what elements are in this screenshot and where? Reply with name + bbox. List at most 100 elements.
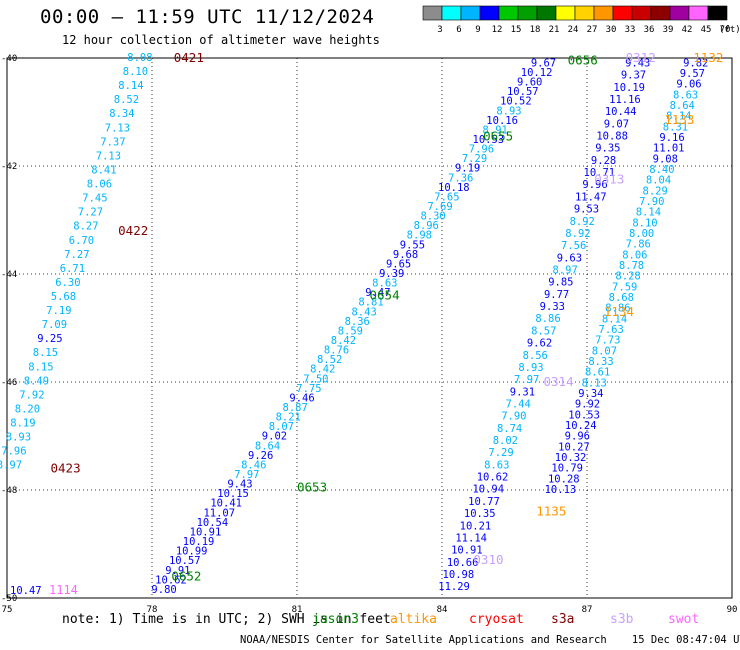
swh-value: 8.28 [615, 271, 640, 283]
swh-value: 7.73 [595, 335, 620, 347]
swh-value: 8.97 [552, 264, 577, 276]
swh-value: 8.33 [588, 356, 613, 368]
swh-value: 8.21 [276, 412, 301, 424]
legend-label: 18 [530, 25, 541, 35]
swh-value: 9.19 [455, 163, 480, 175]
swh-value: 7.63 [599, 324, 624, 336]
legend-altika: altika [390, 612, 437, 627]
swh-value: 8.97 [0, 460, 22, 472]
swh-value: 9.55 [400, 239, 425, 251]
swh-value: 9.60 [517, 77, 542, 89]
swh-value: 7.59 [612, 281, 637, 293]
swh-value: 9.67 [531, 57, 556, 69]
swh-value: 9.68 [393, 249, 418, 261]
legend-cryosat: cryosat [469, 612, 524, 627]
swh-value: 8.14 [666, 111, 691, 123]
y-tick-label: -50 [1, 594, 17, 604]
footer-note: note: 1) Time is in UTC; 2) SWH is in fe… [62, 612, 391, 627]
swh-value: 8.42 [310, 364, 335, 376]
swh-value: 7.92 [19, 389, 44, 401]
swh-value: 10.94 [472, 484, 504, 496]
swh-value: 8.29 [643, 185, 668, 197]
swh-value: 10.41 [210, 498, 242, 510]
swh-value: 9.65 [386, 258, 411, 270]
swh-value: 7.13 [96, 150, 121, 162]
swh-value: 9.31 [510, 386, 535, 398]
swh-value: 7.65 [434, 191, 459, 203]
swh-value: 8.00 [629, 228, 654, 240]
swh-value: 8.74 [497, 423, 522, 435]
swh-value: 8.07 [269, 421, 294, 433]
pass-time-label: 0313 [594, 172, 624, 187]
y-tick-label: -40 [1, 54, 17, 64]
swh-value: 10.91 [190, 526, 222, 538]
legend-jason3: jason3 [312, 612, 359, 627]
swh-value: 10.13 [545, 484, 577, 496]
swh-value: 9.63 [557, 252, 582, 264]
swh-value: 8.40 [649, 164, 674, 176]
swh-value: 9.02 [262, 431, 287, 443]
swh-value: 7.09 [42, 319, 67, 331]
swh-value: 7.90 [639, 196, 664, 208]
swh-value: 8.78 [619, 260, 644, 272]
swh-value: 8.41 [91, 164, 116, 176]
swh-value: 8.04 [646, 175, 671, 187]
swh-value: 8.07 [592, 345, 617, 357]
swh-value: 8.31 [663, 121, 688, 133]
swh-value: 10.24 [565, 420, 597, 432]
swh-value: 9.96 [565, 431, 590, 443]
x-tick-label: 87 [582, 605, 593, 615]
swh-value: 9.35 [595, 143, 620, 155]
swh-value: 9.43 [227, 479, 252, 491]
swh-value: 10.54 [197, 517, 229, 529]
legend-label: 30 [606, 25, 617, 35]
pass-time-label: 0310 [473, 552, 503, 567]
swh-value: 11.47 [575, 191, 607, 203]
pass-time-label: 0422 [118, 223, 148, 238]
swh-value: 11.16 [609, 94, 641, 106]
swh-value: 10.53 [568, 409, 600, 421]
pass-time-label: 0423 [51, 460, 81, 475]
legend-swot: swot [668, 612, 700, 627]
credit-line: NOAA/NESDIS Center for Satellite Applica… [240, 634, 740, 646]
swh-value: 9.08 [653, 153, 678, 165]
swh-value: 8.10 [123, 66, 148, 78]
swh-value: 8.56 [523, 350, 548, 362]
y-tick-label: -48 [1, 486, 17, 496]
swh-value: 10.91 [451, 545, 483, 557]
swh-value: 9.37 [621, 70, 646, 82]
color-legend: 3 6 9 12 15 18 21 24 27 30 33 36 39 42 45 70(ft) [422, 5, 740, 35]
x-tick-label: 81 [292, 605, 303, 615]
page-title: 00:00 – 11:59 UTC 11/12/2024 [40, 6, 375, 28]
swh-value: 9.33 [540, 301, 565, 313]
legend-label: 24 [568, 25, 579, 35]
swh-value: 8.15 [33, 347, 58, 359]
legend-label: 33 [625, 25, 636, 35]
swh-value: 9.85 [548, 277, 573, 289]
swh-value: 10.57 [169, 555, 201, 567]
swh-value: 10.15 [217, 488, 249, 500]
swh-value: 11.29 [438, 581, 470, 593]
swh-value: 10.62 [155, 574, 187, 586]
legend-s3b: s3b [610, 612, 634, 627]
swh-value: 8.06 [622, 249, 647, 261]
swh-value: 7.45 [82, 193, 107, 205]
pass-time-label: 0654 [370, 288, 400, 303]
swh-value: 10.32 [555, 452, 587, 464]
swh-value: 9.25 [37, 333, 62, 345]
swh-value: 10.57 [507, 86, 539, 98]
legend-label: 42 [682, 25, 693, 35]
swh-value: 8.06 [87, 179, 112, 191]
pass-time-label: 1114 [49, 583, 78, 597]
swh-value: 8.14 [118, 80, 143, 92]
swh-value: 8.64 [670, 100, 695, 112]
swh-value: 9.77 [544, 289, 569, 301]
swh-value: 9.34 [578, 388, 603, 400]
swh-value: 7.19 [46, 305, 71, 317]
swh-value: 8.20 [15, 403, 40, 415]
swh-value: 8.49 [24, 375, 49, 387]
swh-value: 7.96 [469, 144, 494, 156]
swh-value: 7.36 [448, 172, 473, 184]
pass-time-label: 0653 [297, 479, 327, 494]
